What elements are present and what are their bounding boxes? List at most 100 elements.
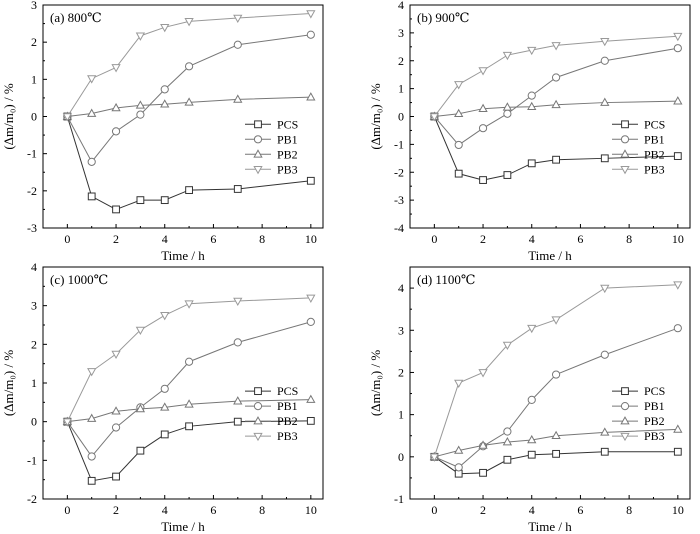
series-pb2 <box>62 92 316 120</box>
data-point-pb1 <box>111 127 121 136</box>
data-point-pcs <box>503 455 512 464</box>
data-point-pb3 <box>454 379 464 389</box>
data-point-pb3 <box>184 300 194 309</box>
data-point-pb2 <box>527 434 537 444</box>
data-point-pb3 <box>135 326 146 336</box>
x-tick-label: 10 <box>672 503 684 517</box>
data-point-pb2 <box>184 97 194 106</box>
series-line-pb2 <box>67 399 311 423</box>
panel-title-d: (d) 1100℃ <box>417 272 475 287</box>
y-tick-label: 1 <box>31 72 37 86</box>
data-point-pb3 <box>135 32 146 41</box>
data-point-pcs <box>112 205 120 214</box>
y-tick-label: -1 <box>394 137 404 151</box>
data-point-pcs <box>136 446 145 455</box>
data-point-pcs <box>527 159 536 168</box>
y-tick-label: -1 <box>394 492 404 506</box>
data-point-pb2 <box>527 101 537 111</box>
data-point-pcs <box>479 176 487 184</box>
legend-label-pb2: PB2 <box>277 414 298 428</box>
legend-label-pb1: PB1 <box>277 132 298 146</box>
x-axis-label: Time / h <box>528 519 572 534</box>
x-tick-label: 0 <box>64 503 70 517</box>
y-tick-label: -2 <box>394 165 404 179</box>
panel-title-c: (c) 1000℃ <box>50 272 108 287</box>
data-point-pb1 <box>111 423 121 432</box>
data-point-pb3 <box>233 297 243 307</box>
data-point-pb3 <box>478 369 488 378</box>
x-tick-label: 6 <box>210 232 216 246</box>
x-tick-label: 10 <box>672 232 684 246</box>
data-point-pb3 <box>306 294 316 303</box>
y-tick-label: 1 <box>398 82 404 96</box>
data-point-pb1 <box>87 157 96 166</box>
series-pb3 <box>429 32 683 122</box>
panel-b: 0 2 4 6 8 10 -4 -3 -2 -1 0 1 2 3 4 Time / h (Δm/m₀) / % (… <box>368 0 691 263</box>
data-point-pb3 <box>233 14 243 24</box>
legend-label-pb3: PB3 <box>277 162 298 176</box>
data-point-pb1 <box>478 124 488 133</box>
data-point-pcs <box>454 169 463 178</box>
data-point-pb1 <box>673 324 682 333</box>
data-point-pb3 <box>87 368 97 377</box>
data-point-pb1 <box>551 370 561 379</box>
y-tick-label: 0 <box>31 110 37 124</box>
legend-label-pcs: PCS <box>277 384 298 398</box>
legend-label-pb1: PB1 <box>644 399 665 413</box>
data-point-pb1 <box>136 110 145 119</box>
data-point-pb2 <box>478 440 488 449</box>
data-point-pb3 <box>306 10 316 19</box>
data-point-pb2 <box>673 96 683 105</box>
data-point-pb1 <box>600 350 609 359</box>
x-tick-label: 6 <box>210 503 216 517</box>
legend-label-pcs: PCS <box>644 384 665 398</box>
legend-label-pb3: PB3 <box>644 429 665 443</box>
y-tick-label: -2 <box>27 492 37 506</box>
legend-marker <box>254 120 262 129</box>
data-point-pb2 <box>502 102 513 111</box>
y-tick-label: 1 <box>31 376 37 390</box>
x-tick-label: 6 <box>577 503 583 517</box>
data-point-pcs <box>479 468 487 477</box>
data-point-pcs <box>600 154 609 163</box>
legend-marker <box>253 432 263 442</box>
legend-label-pcs: PCS <box>277 117 298 131</box>
y-tick-label: -3 <box>394 193 404 207</box>
data-point-pb3 <box>429 453 440 462</box>
data-point-pb2 <box>551 99 561 109</box>
data-point-pb2 <box>306 92 316 101</box>
data-point-pcs <box>160 430 169 439</box>
data-point-pcs <box>306 176 315 185</box>
y-tick-label: -1 <box>27 147 37 161</box>
y-tick-label: -4 <box>394 221 404 235</box>
data-point-pb1 <box>233 40 242 49</box>
data-point-pb2 <box>478 103 488 112</box>
data-point-pb3 <box>502 341 513 351</box>
data-point-pb1 <box>184 357 194 366</box>
series-pb3 <box>429 281 683 462</box>
x-tick-label: 2 <box>113 503 119 517</box>
data-point-pb2 <box>184 399 194 408</box>
legend-marker <box>620 432 630 442</box>
x-tick-label: 8 <box>259 503 265 517</box>
y-tick-label: 4 <box>398 281 404 295</box>
series-pb2 <box>62 394 316 425</box>
data-point-pb1 <box>184 62 194 71</box>
data-point-pb1 <box>503 109 512 118</box>
series-line-pcs <box>433 116 678 181</box>
data-point-pb1 <box>306 30 315 39</box>
data-point-pb2 <box>502 437 513 446</box>
legend-marker <box>253 402 263 411</box>
x-tick-label: 2 <box>480 232 486 246</box>
y-tick-label: -1 <box>27 453 37 467</box>
data-point-pcs <box>503 171 512 179</box>
series-line-pb1 <box>66 34 311 163</box>
y-tick-label: -3 <box>27 221 37 235</box>
legend-label-pb2: PB2 <box>644 414 665 428</box>
data-point-pb1 <box>233 338 242 347</box>
data-point-pb3 <box>184 18 194 27</box>
legend-label-pb2: PB2 <box>277 147 298 161</box>
data-point-pb3 <box>502 51 513 61</box>
x-tick-label: 0 <box>431 232 437 246</box>
